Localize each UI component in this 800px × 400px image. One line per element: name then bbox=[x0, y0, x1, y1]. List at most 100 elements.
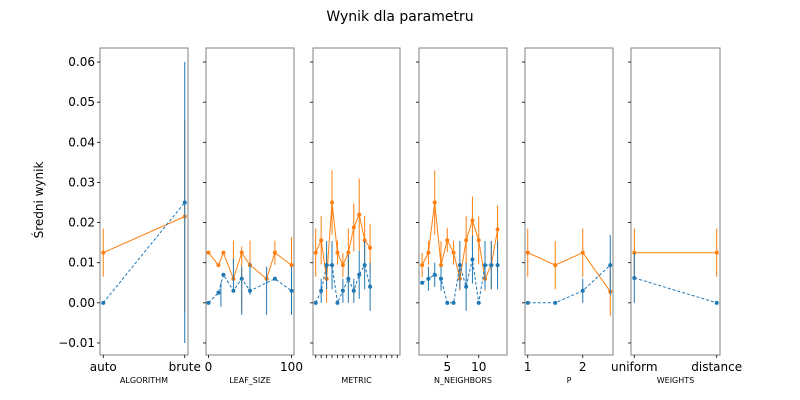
orange-point bbox=[335, 250, 340, 255]
orange-point bbox=[362, 238, 367, 243]
blue-point bbox=[206, 300, 211, 305]
panel-frame bbox=[99, 47, 189, 356]
orange-point bbox=[439, 263, 443, 268]
orange-point bbox=[464, 238, 469, 243]
blue-point bbox=[239, 276, 244, 281]
blue-point bbox=[231, 288, 236, 293]
orange-point bbox=[101, 250, 106, 255]
blue-point bbox=[346, 276, 351, 281]
blue-point bbox=[608, 263, 613, 268]
panel-weights: uniform distance WEIGHTS bbox=[611, 47, 742, 385]
blue-point bbox=[289, 288, 294, 293]
blue-point bbox=[426, 276, 431, 281]
orange-point bbox=[580, 250, 585, 255]
x-axis-label: P bbox=[567, 376, 572, 385]
y-tick-label: 0.01 bbox=[68, 256, 95, 270]
panel-algorithm: −0.01 0.00 0.01 0.02 0.03 0.04 0.05 0.06 auto bru… bbox=[58, 47, 201, 385]
blue-series-line bbox=[527, 264, 611, 304]
x-tick-label: 10 bbox=[471, 360, 486, 374]
orange-point bbox=[351, 225, 356, 230]
blue-point bbox=[470, 257, 475, 262]
x-tick-label: distance bbox=[691, 360, 742, 374]
orange-point bbox=[239, 250, 244, 255]
orange-point bbox=[426, 250, 431, 255]
blue-point bbox=[445, 300, 450, 305]
blue-point bbox=[476, 300, 481, 305]
blue-point bbox=[451, 300, 456, 305]
blue-point bbox=[313, 300, 318, 305]
orange-point bbox=[495, 227, 500, 232]
blue-point bbox=[335, 300, 340, 305]
blue-point bbox=[439, 276, 443, 281]
x-axis-label: N_NEIGHBORS bbox=[434, 376, 492, 385]
orange-point bbox=[330, 200, 335, 205]
orange-point bbox=[272, 250, 277, 255]
blue-point bbox=[216, 290, 221, 295]
orange-point bbox=[432, 200, 437, 205]
panel-n_neighbors: 5 10 N_NEIGHBORS bbox=[416, 47, 508, 385]
orange-point bbox=[420, 263, 425, 268]
orange-point bbox=[216, 263, 221, 268]
orange-point bbox=[289, 263, 294, 268]
blue-point bbox=[272, 276, 277, 281]
blue-point bbox=[457, 263, 462, 268]
x-axis-label: LEAF_SIZE bbox=[229, 376, 271, 385]
orange-point bbox=[445, 238, 450, 243]
y-tick-label: 0.05 bbox=[68, 95, 95, 109]
blue-series-line bbox=[634, 277, 717, 304]
blue-point bbox=[362, 263, 367, 268]
panel-frame bbox=[312, 47, 401, 356]
blue-point bbox=[580, 288, 585, 293]
orange-series-line bbox=[103, 216, 185, 254]
orange-point bbox=[313, 250, 318, 255]
blue-point bbox=[483, 263, 487, 268]
orange-point bbox=[451, 250, 456, 255]
y-tick-label: 0.06 bbox=[68, 55, 95, 69]
panel-frame bbox=[524, 47, 614, 356]
x-tick-label: uniform bbox=[611, 360, 658, 374]
panel-leaf_size: 0 100 LEAF_SIZE bbox=[203, 47, 303, 385]
y-tick-label: 0.03 bbox=[68, 175, 95, 189]
orange-point bbox=[470, 218, 475, 223]
blue-point bbox=[221, 272, 226, 277]
x-axis-label: METRIC bbox=[341, 376, 372, 385]
y-tick-label: 0.04 bbox=[68, 135, 95, 149]
x-tick-label: 100 bbox=[280, 360, 303, 374]
blue-point bbox=[432, 272, 437, 277]
blue-point bbox=[420, 280, 425, 285]
orange-point bbox=[553, 263, 558, 268]
blue-series-line bbox=[208, 273, 292, 304]
blue-point bbox=[489, 263, 494, 268]
orange-point bbox=[340, 263, 345, 268]
orange-point bbox=[632, 250, 637, 255]
y-tick-label: 0.02 bbox=[68, 216, 95, 230]
blue-point bbox=[248, 288, 252, 293]
blue-point bbox=[553, 300, 558, 305]
blue-series-line bbox=[102, 202, 186, 304]
blue-point bbox=[495, 263, 500, 268]
orange-point bbox=[346, 250, 351, 255]
blue-point bbox=[525, 300, 530, 305]
x-tick-label: brute bbox=[169, 360, 201, 374]
orange-point bbox=[714, 250, 719, 255]
y-axis-label: Średni wynik bbox=[31, 162, 46, 239]
blue-point bbox=[319, 288, 324, 293]
x-tick-label: 0 bbox=[205, 360, 213, 374]
blue-point bbox=[632, 275, 637, 280]
x-axis-label: ALGORITHM bbox=[120, 376, 168, 385]
orange-point bbox=[368, 245, 373, 250]
x-tick-label: 2 bbox=[579, 360, 587, 374]
blue-point bbox=[368, 284, 373, 289]
panels-group: −0.01 0.00 0.01 0.02 0.03 0.04 0.05 0.06 auto bru… bbox=[58, 47, 742, 385]
blue-point bbox=[340, 288, 345, 293]
blue-point bbox=[351, 288, 356, 293]
blue-point bbox=[324, 263, 329, 268]
figure-title: Wynik dla parametru bbox=[326, 9, 473, 25]
panel-frame bbox=[205, 47, 295, 356]
x-tick-label: 5 bbox=[443, 360, 451, 374]
orange-point bbox=[357, 212, 362, 217]
blue-point bbox=[464, 284, 469, 289]
panel-p: 1 2P bbox=[522, 47, 614, 385]
orange-point bbox=[476, 238, 481, 243]
